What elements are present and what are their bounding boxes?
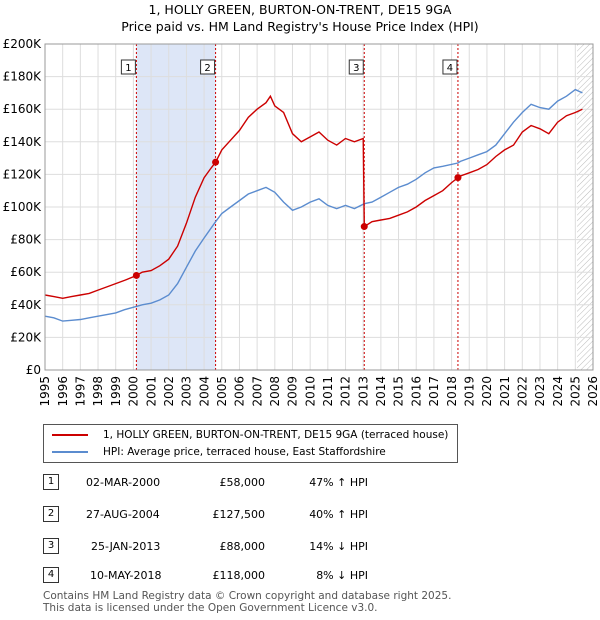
x-tick-label: 2009: [286, 376, 300, 407]
x-tick-label: 2010: [303, 376, 317, 407]
x-tick-label: 2016: [409, 376, 423, 407]
y-tick-label: £180K: [3, 70, 43, 84]
marker-label: 1: [125, 63, 131, 74]
transaction-date: 27-AUG-2004: [86, 508, 160, 521]
property-price-line: [44, 94, 583, 300]
legend-swatch-hpi: [52, 451, 88, 453]
transaction-row: 2 27-AUG-2004 £127,500 40% ↑ HPI: [43, 506, 443, 524]
marker-label: 3: [353, 63, 359, 74]
x-tick-label: 2024: [551, 376, 565, 407]
sale-point: [360, 223, 368, 231]
transaction-date: 10-MAY-2018: [90, 569, 162, 582]
footer-license: This data is licensed under the Open Gov…: [43, 602, 378, 614]
plot-border: [44, 43, 594, 371]
x-tick-label: 2017: [427, 376, 441, 407]
x-tick-label: 2025: [569, 376, 583, 407]
footer-copyright: Contains HM Land Registry data © Crown c…: [43, 590, 452, 602]
transaction-hpi: 8% ↓ HPI: [316, 569, 368, 582]
marker-label-box: [200, 59, 216, 75]
x-tick-label: 2003: [180, 376, 194, 407]
transaction-number: 2: [43, 506, 59, 522]
x-tick-label: 2011: [321, 376, 335, 407]
transaction-number: 3: [43, 538, 59, 554]
marker-label: 2: [204, 63, 210, 74]
transaction-date: 25-JAN-2013: [91, 540, 161, 553]
x-tick-label: 2001: [144, 376, 158, 407]
legend-label-property: 1, HOLLY GREEN, BURTON-ON-TRENT, DE15 9G…: [103, 429, 449, 441]
x-tick-label: 2022: [515, 376, 529, 407]
x-tick-label: 1995: [38, 376, 52, 407]
hpi-line: [44, 88, 583, 322]
marker-label-box: [120, 59, 136, 75]
x-tick-label: 2015: [392, 376, 406, 407]
transaction-price: £58,000: [219, 476, 266, 489]
x-tick-label: 2019: [462, 376, 476, 407]
marker-label: 4: [447, 63, 453, 74]
x-tick-label: 2020: [480, 376, 494, 407]
y-tick-label: £80K: [10, 233, 42, 247]
marker-label-box: [348, 59, 364, 75]
price-chart: £0 £20K £40K £60K £80K £100K £120K £140K £160K £1…: [3, 37, 600, 407]
x-tick-label: 1998: [91, 376, 105, 407]
y-tick-label: £100K: [3, 200, 43, 214]
x-tick-label: 2005: [215, 376, 229, 407]
x-tick-label: 2002: [162, 376, 176, 407]
transaction-row: 4 10-MAY-2018 £118,000 8% ↓ HPI: [43, 567, 443, 585]
marker-label-box: [442, 59, 458, 75]
y-tick-label: £20K: [10, 330, 42, 344]
transaction-number: 4: [43, 567, 59, 583]
x-tick-label: 2004: [197, 376, 211, 407]
transaction-price: £88,000: [219, 540, 266, 553]
transaction-number: 1: [43, 474, 59, 490]
x-tick-label: 2026: [586, 376, 600, 407]
x-tick-label: 1999: [109, 376, 123, 407]
legend-label-hpi: HPI: Average price, terraced house, East…: [103, 446, 386, 458]
y-tick-label: £200K: [3, 37, 43, 51]
x-tick-label: 2012: [339, 376, 353, 407]
transaction-date: 02-MAR-2000: [86, 476, 161, 489]
y-tick-label: £120K: [3, 167, 43, 181]
legend-swatch-property: [52, 434, 88, 436]
transaction-row: 1 02-MAR-2000 £58,000 47% ↑ HPI: [43, 474, 443, 492]
transaction-row: 3 25-JAN-2013 £88,000 14% ↓ HPI: [43, 538, 443, 556]
x-tick-label: 2014: [374, 376, 388, 407]
y-tick-label: £60K: [10, 265, 42, 279]
x-tick-label: 2023: [533, 376, 547, 407]
transaction-price: £127,500: [212, 508, 266, 521]
transaction-hpi: 14% ↓ HPI: [309, 540, 368, 553]
y-tick-label: £140K: [3, 135, 43, 149]
x-tick-label: 2008: [268, 376, 282, 407]
x-tick-label: 2013: [356, 376, 370, 407]
x-tick-label: 1996: [56, 376, 70, 407]
chart-title: 1, HOLLY GREEN, BURTON-ON-TRENT, DE15 9G…: [148, 2, 452, 17]
y-tick-label: £40K: [10, 298, 42, 312]
x-tick-label: 2021: [498, 376, 512, 407]
y-tick-label: £160K: [3, 102, 43, 116]
footer: Contains HM Land Registry data © Crown c…: [43, 590, 451, 614]
x-tick-label: 2000: [127, 376, 141, 407]
chart-subtitle: Price paid vs. HM Land Registry's House …: [121, 19, 479, 34]
legend-item-property: 1, HOLLY GREEN, BURTON-ON-TRENT, DE15 9G…: [52, 427, 448, 443]
x-tick-label: 2018: [445, 376, 459, 407]
transaction-hpi: 47% ↑ HPI: [309, 476, 368, 489]
legend: 1, HOLLY GREEN, BURTON-ON-TRENT, DE15 9G…: [43, 424, 458, 463]
y-tick-label: £0: [26, 363, 41, 377]
sale-point: [132, 271, 140, 279]
legend-item-hpi: HPI: Average price, terraced house, East…: [52, 444, 386, 460]
x-tick-label: 1997: [74, 376, 88, 407]
sale-point: [212, 158, 220, 166]
sale-point: [454, 174, 462, 182]
x-tick-label: 2007: [250, 376, 264, 407]
transaction-hpi: 40% ↑ HPI: [309, 508, 368, 521]
transaction-price: £118,000: [212, 569, 266, 582]
x-tick-label: 2006: [233, 376, 247, 407]
